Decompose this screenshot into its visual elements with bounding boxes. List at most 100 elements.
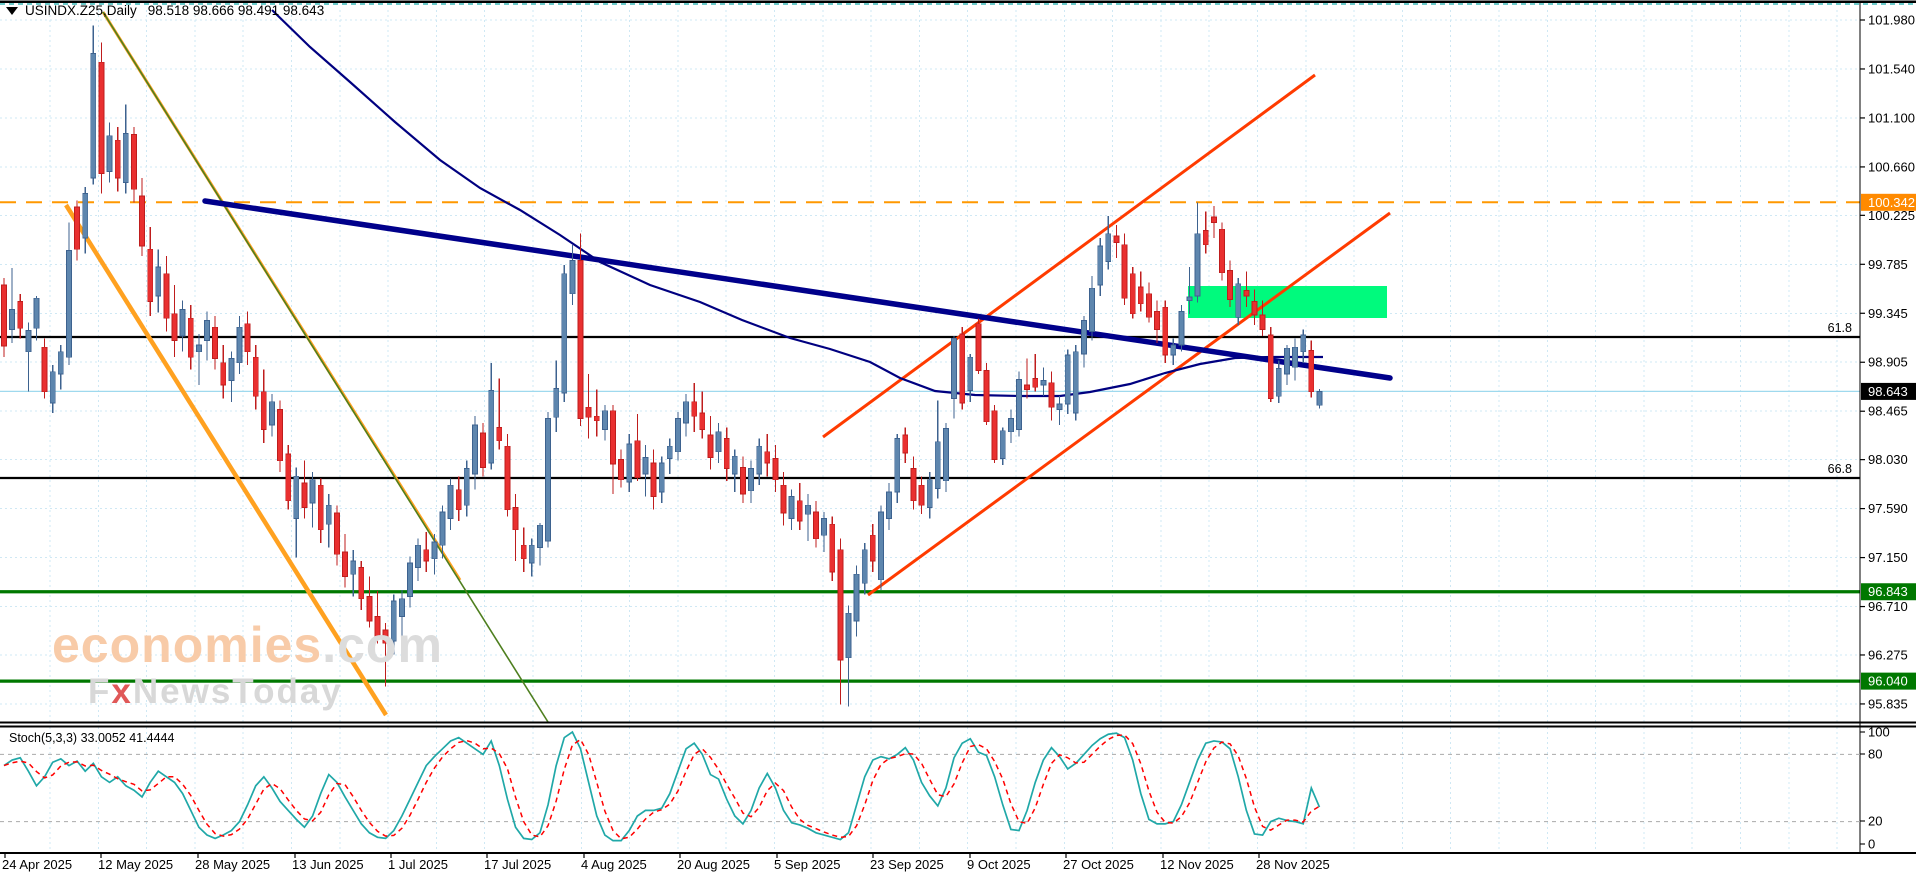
candle-body <box>593 415 600 422</box>
candle-body <box>285 453 292 502</box>
price-marker-box <box>1861 672 1916 690</box>
moving-average-line <box>271 9 1323 398</box>
candle-body <box>788 495 795 520</box>
price-axis-label: 95.835 <box>1868 696 1908 711</box>
candle-body <box>577 260 584 419</box>
price-axis-label: 97.150 <box>1868 550 1908 565</box>
supply-zone-rect[interactable] <box>1188 286 1387 318</box>
navy-thick-trend <box>202 198 1393 381</box>
candle-body <box>1162 306 1169 356</box>
date-axis-label[interactable]: 27 Oct 2025 <box>1063 857 1134 872</box>
candle-body <box>569 260 576 295</box>
price-axis-label: 100.660 <box>1868 159 1915 174</box>
price-marker-box <box>1861 382 1916 400</box>
candle-body <box>975 323 982 371</box>
date-axis-label[interactable]: 28 May 2025 <box>195 857 270 872</box>
candle-body <box>407 562 413 597</box>
candle-body <box>553 388 560 418</box>
candle-body <box>707 434 714 458</box>
candle-body <box>1024 384 1031 390</box>
date-axis-label[interactable]: 13 Jun 2025 <box>292 857 364 872</box>
candle-body <box>878 511 884 581</box>
red-channel-lower <box>867 211 1391 597</box>
price-axis-label: 100.225 <box>1868 208 1915 223</box>
candle-body <box>187 317 194 358</box>
price-marker-label: 98.643 <box>1868 384 1908 399</box>
candle-body <box>244 323 251 353</box>
ohlc-values: 98.518 98.666 98.491 98.643 <box>147 3 325 18</box>
candle-body <box>658 462 665 493</box>
candle-body <box>122 133 129 183</box>
price-axis-label: 96.275 <box>1868 647 1908 662</box>
price-marker-label: 96.040 <box>1868 674 1908 689</box>
candle-body <box>1210 216 1217 223</box>
candle-body <box>139 195 145 247</box>
price-axis: 101.980 101.540 101.100 100.660 100.225 99.78… <box>1860 13 1915 711</box>
candle-body <box>1316 391 1323 406</box>
candle-body <box>147 248 154 302</box>
candle-body <box>650 462 657 497</box>
candle-body <box>455 489 462 511</box>
candle-body <box>1170 344 1177 356</box>
candle-body <box>25 330 32 353</box>
candle-body <box>1146 293 1152 318</box>
candle-body <box>869 534 876 562</box>
candle-body <box>666 445 673 459</box>
candle-body <box>1284 347 1290 375</box>
candle-body <box>439 511 446 546</box>
collapse-triangle-icon[interactable] <box>6 7 18 15</box>
stoch-axis-label: 100 <box>1868 725 1890 740</box>
candle-body <box>163 273 170 319</box>
candle-body <box>90 52 97 179</box>
candle-body <box>463 468 470 506</box>
candle-body <box>1186 296 1193 301</box>
candle-body <box>772 458 779 481</box>
candle-body <box>57 351 64 375</box>
price-axis-label: 101.980 <box>1868 13 1915 28</box>
candle-body <box>480 432 486 468</box>
date-axis-label[interactable]: 1 Jul 2025 <box>388 857 448 872</box>
date-axis-label[interactable]: 12 May 2025 <box>98 857 173 872</box>
date-axis-label[interactable]: 20 Aug 2025 <box>677 857 750 872</box>
date-axis-label[interactable]: 23 Sep 2025 <box>870 857 944 872</box>
candle-body <box>342 551 348 577</box>
date-axis-label[interactable]: 17 Jul 2025 <box>484 857 551 872</box>
stoch-k-line <box>3 730 1321 842</box>
date-axis-label[interactable]: 4 Aug 2025 <box>581 857 647 872</box>
candle-body <box>561 273 568 394</box>
candle-body <box>1259 314 1266 330</box>
candle-body <box>252 356 259 397</box>
candle-body <box>236 326 243 364</box>
price-marker-label: 100.342 <box>1868 195 1915 210</box>
candle-body <box>504 445 511 511</box>
chart-title: USINDX.Z25,Daily 98.518 98.666 98.491 98… <box>6 3 324 18</box>
stoch-axis-label: 80 <box>1868 747 1882 762</box>
candle-body <box>98 61 105 174</box>
candle-body <box>691 401 698 417</box>
candle-body <box>967 356 974 392</box>
candle-body <box>472 424 478 475</box>
candle-body <box>1 284 7 347</box>
candle-body <box>82 193 89 239</box>
price-axis-label: 98.905 <box>1868 355 1908 370</box>
symbol-period-label: USINDX.Z25,Daily <box>25 3 137 18</box>
date-axis-label[interactable]: 9 Oct 2025 <box>967 857 1031 872</box>
candle-body <box>1251 301 1258 316</box>
candle-body <box>845 612 852 659</box>
date-axis-label[interactable]: 24 Apr 2025 <box>2 857 72 872</box>
candle-body <box>537 524 543 548</box>
candle-body <box>796 500 803 522</box>
candle-body <box>804 504 811 515</box>
candle-body <box>626 443 633 483</box>
candle-body <box>926 479 933 508</box>
candle-body <box>1097 245 1104 286</box>
candle-body <box>1154 311 1160 330</box>
candle-body <box>260 391 267 430</box>
price-axis-label: 97.590 <box>1868 501 1908 516</box>
date-axis-label[interactable]: 28 Nov 2025 <box>1256 857 1330 872</box>
date-axis-label[interactable]: 12 Nov 2025 <box>1160 857 1234 872</box>
candle-body <box>1194 233 1201 297</box>
date-axis-label[interactable]: 5 Sep 2025 <box>774 857 841 872</box>
